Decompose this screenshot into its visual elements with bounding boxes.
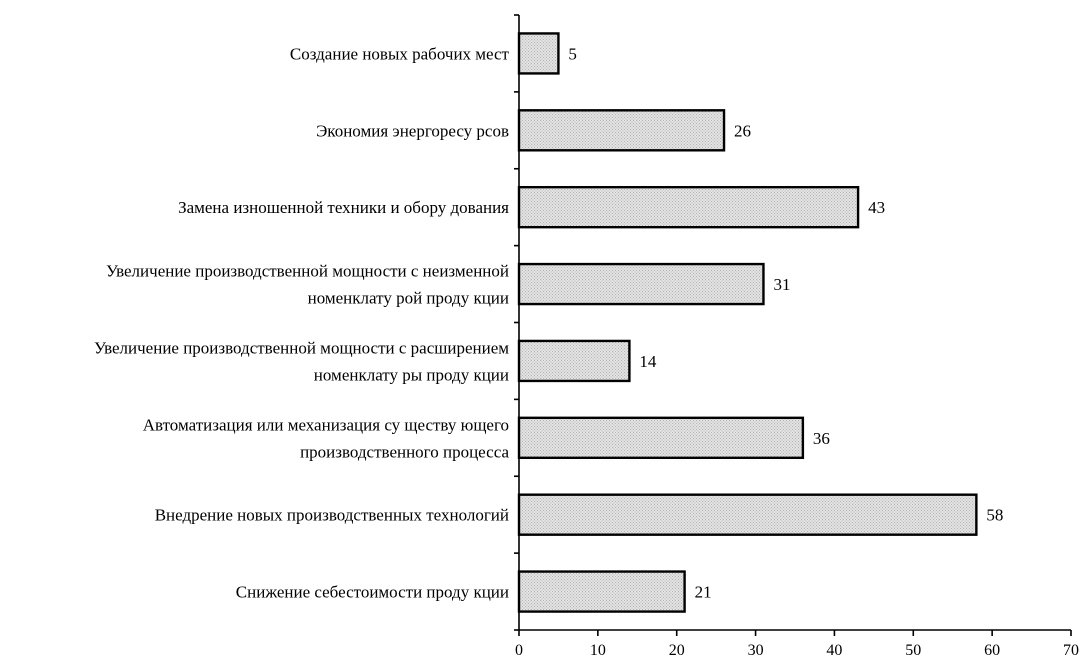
data-label: 31 [773, 275, 790, 294]
category-label: Автоматизация или механизация су ществу … [143, 415, 509, 434]
bar [517, 32, 560, 75]
x-tick-label: 70 [1063, 642, 1079, 659]
x-tick-label: 40 [826, 642, 842, 659]
category-label: производственного процесса [300, 442, 509, 461]
bar [517, 185, 860, 229]
category-label: Экономия энергоресу рсов [316, 121, 509, 140]
category-label: Увеличение производственной мощности с н… [106, 262, 509, 281]
data-label: 26 [734, 121, 751, 140]
bar [517, 416, 805, 460]
axes: 0 10 20 30 40 50 60 70 [514, 14, 1079, 659]
data-label: 58 [986, 506, 1003, 525]
data-label: 21 [695, 583, 712, 602]
category-label: Замена изношенной техники и обору довани… [178, 198, 509, 217]
category-label: Увеличение производственной мощности с р… [94, 338, 509, 357]
x-tick-label: 60 [984, 642, 1000, 659]
data-label: 43 [868, 198, 885, 217]
category-label: Снижение себестоимости проду кции [236, 583, 509, 602]
data-label: 14 [639, 352, 657, 371]
labels: 5 Создание новых рабочих мест 26 Экономия э… [94, 44, 1003, 601]
bar [517, 262, 765, 306]
x-tick-label: 50 [905, 642, 921, 659]
category-label: Внедрение новых производственных техноло… [155, 506, 509, 525]
data-label: 5 [568, 44, 577, 63]
category-label: номенклату ры проду кции [314, 365, 509, 384]
category-label: Создание новых рабочих мест [290, 44, 510, 63]
bar [517, 109, 726, 152]
bars [517, 32, 978, 613]
bar [517, 339, 631, 383]
x-tick-label: 20 [669, 642, 685, 659]
x-tick-label: 10 [590, 642, 606, 659]
bar [517, 493, 978, 536]
data-label: 36 [813, 429, 830, 448]
x-tick-label: 0 [515, 642, 523, 659]
category-label: номенклату рой проду кции [308, 289, 509, 308]
x-tick-label: 30 [748, 642, 764, 659]
bar [517, 570, 686, 613]
